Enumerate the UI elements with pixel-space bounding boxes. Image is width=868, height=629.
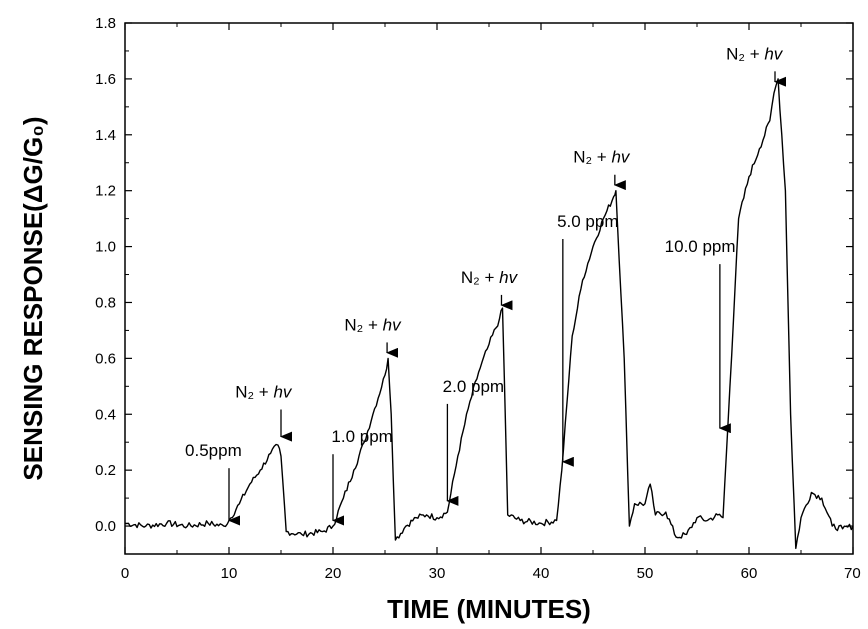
- x-tick-label: 40: [533, 565, 550, 582]
- x-tick-label: 30: [429, 565, 446, 582]
- x-axis-ticks: 0 10 20 30 40 50 60 70: [121, 23, 861, 582]
- annotation: 2.0 ppm: [443, 377, 504, 506]
- series-line: [124, 78, 854, 550]
- y-axis-title: SENSING RESPONSE(ΔG/G₀): [18, 116, 48, 480]
- y-tick-label: 0.8: [95, 294, 116, 311]
- annotation-label: 10.0 ppm: [665, 237, 736, 256]
- annotations: 0.5ppm 1.0 ppm 2.0 ppm 5.0 ppm 10.0 ppm N₂ + …: [185, 44, 786, 526]
- annotation: N₂ + hv: [461, 268, 519, 311]
- y-tick-label: 0.2: [95, 462, 116, 479]
- x-tick-label: 10: [221, 565, 238, 582]
- x-tick-label: 0: [121, 565, 129, 582]
- x-tick-label: 70: [844, 565, 861, 582]
- y-tick-label: 0.6: [95, 350, 116, 367]
- plot-frame: [124, 22, 854, 555]
- y-tick-label: 1.2: [95, 183, 116, 200]
- annotation: N₂ + hv: [726, 44, 786, 87]
- annotation-label: 2.0 ppm: [443, 377, 504, 396]
- annotation: N₂ + hv: [344, 315, 402, 358]
- annotation: N₂ + hv: [235, 382, 293, 442]
- y-tick-label: 1.4: [95, 127, 116, 144]
- annotation-label: 5.0 ppm: [557, 212, 618, 231]
- y-tick-label: 1.0: [95, 239, 116, 256]
- y-tick-label: 1.6: [95, 71, 116, 88]
- y-tick-label: 1.8: [95, 15, 116, 32]
- annotation-label: N₂ + hv: [726, 44, 784, 63]
- annotation-label: N₂ + hv: [573, 148, 631, 167]
- annotation: 5.0 ppm: [557, 212, 619, 467]
- x-tick-label: 60: [741, 565, 758, 582]
- x-axis-title: TIME (MINUTES): [387, 594, 591, 624]
- x-tick-label: 20: [325, 565, 342, 582]
- y-tick-label: 0.0: [95, 518, 116, 535]
- annotation: N₂ + hv: [573, 148, 631, 191]
- annotation: 10.0 ppm: [665, 237, 736, 434]
- y-tick-label: 0.4: [95, 406, 116, 423]
- y-axis-ticks: 0.0 0.2 0.4 0.6 0.8 1.0 1.2 1.4 1.6 1.8: [95, 15, 853, 535]
- annotation: 0.5ppm: [185, 441, 242, 526]
- annotation-label: N₂ + hv: [235, 382, 293, 401]
- x-tick-label: 50: [637, 565, 654, 582]
- annotation-label: N₂ + hv: [461, 268, 519, 287]
- annotation: 1.0 ppm: [331, 427, 393, 526]
- annotation-label: 0.5ppm: [185, 441, 242, 460]
- annotation-label: 1.0 ppm: [331, 427, 392, 446]
- annotation-label: N₂ + hv: [344, 315, 402, 334]
